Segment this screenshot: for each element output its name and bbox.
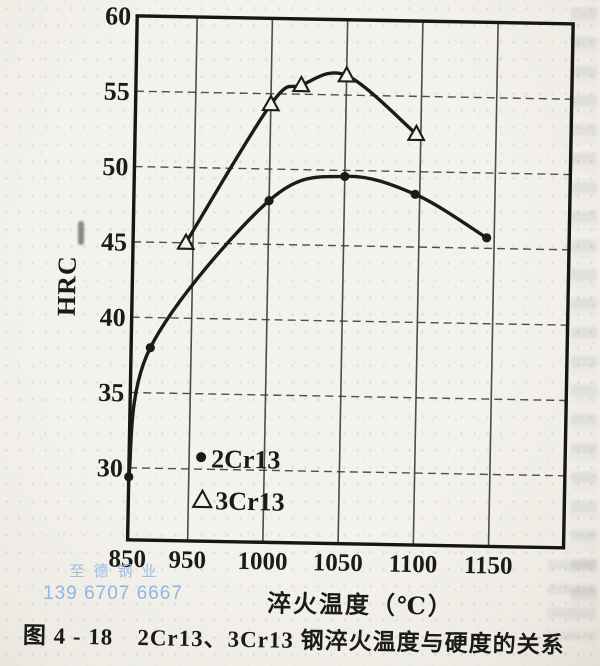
- y-axis-title: HRC: [51, 255, 82, 317]
- x-tick-label: 850: [108, 545, 146, 573]
- y-tick-label: 35: [98, 378, 125, 407]
- watermark: 至德钢业 139 6707 6667: [38, 560, 188, 605]
- y-tick-label: 55: [104, 77, 131, 106]
- y-tick-label: 40: [99, 303, 126, 332]
- x-axis-title: 淬火温度（℃）: [266, 591, 455, 621]
- watermark-phone: 139 6707 6667: [43, 583, 183, 604]
- series-curve-3Cr13: [184, 71, 418, 245]
- data-point-2Cr13: [145, 343, 155, 353]
- series-curve-2Cr13: [127, 174, 489, 479]
- watermark-company: 至德钢业: [69, 563, 166, 580]
- data-point-3Cr13: [406, 123, 426, 142]
- x-tick-label: 950: [168, 547, 206, 575]
- data-point-2Cr13: [340, 171, 350, 182]
- y-tick-label: 30: [97, 453, 124, 482]
- data-point-2Cr13: [410, 189, 420, 199]
- x-tick-label: 1050: [312, 549, 362, 577]
- data-point-2Cr13: [482, 233, 492, 243]
- figure-title: 2Cr13、3Cr13 钢淬火温度与硬度的关系: [137, 625, 565, 658]
- x-tick-label: 1100: [388, 551, 437, 579]
- legend-2Cr13-label: 2Cr13: [211, 444, 281, 474]
- legend-2Cr13-marker: [196, 452, 207, 463]
- data-point-3Cr13: [176, 232, 196, 250]
- legend-3Cr13-label: 3Cr13: [215, 486, 285, 516]
- data-point-3Cr13: [291, 74, 311, 93]
- figure-number: 图 4 - 18: [22, 622, 114, 650]
- data-point-2Cr13: [264, 196, 274, 206]
- data-point-3Cr13: [261, 93, 281, 112]
- x-tick-label: 1150: [464, 552, 513, 580]
- data-point-3Cr13: [336, 65, 357, 83]
- legend-3Cr13-marker: [191, 488, 214, 509]
- ink-smudge: [78, 221, 84, 245]
- y-tick-label: 45: [101, 227, 128, 256]
- data-point-2Cr13: [124, 472, 134, 482]
- y-tick-label: 50: [102, 152, 129, 181]
- y-tick-label: 60: [105, 1, 132, 30]
- x-tick-label: 1000: [237, 548, 287, 576]
